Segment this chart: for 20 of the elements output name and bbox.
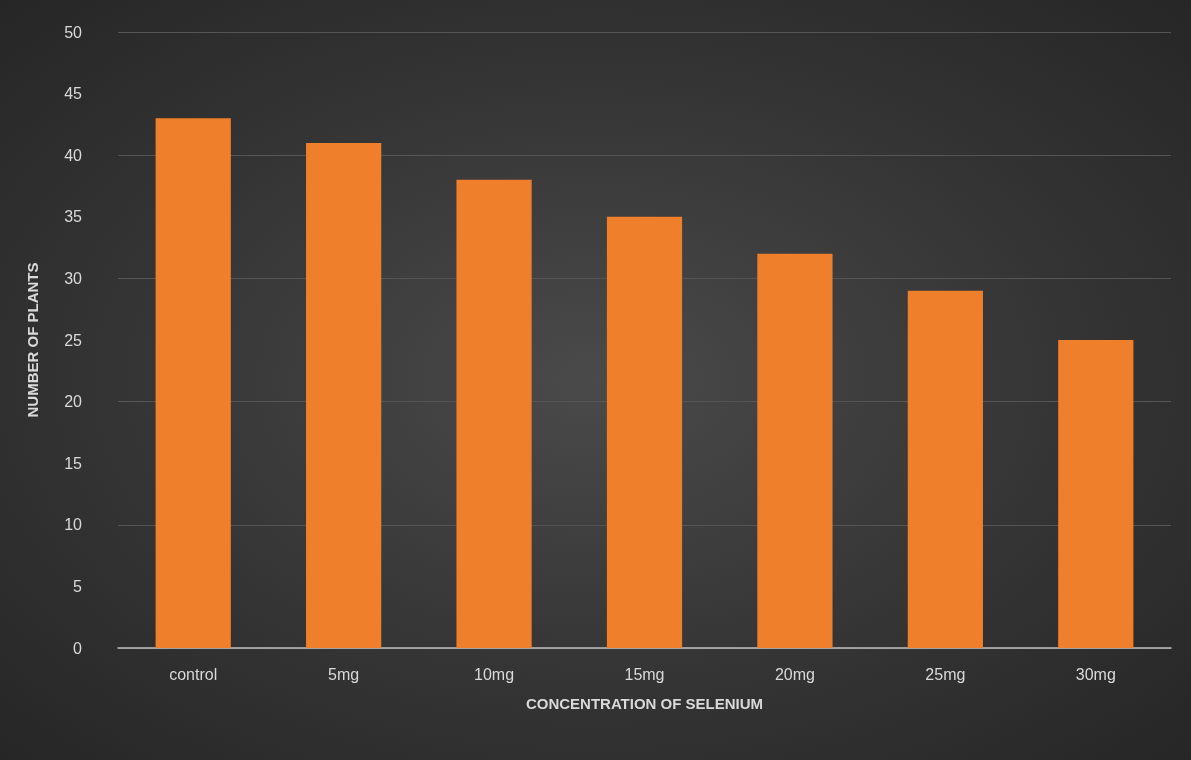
x-tick-label: control <box>169 665 218 683</box>
x-tick-label: 25mg <box>925 665 966 683</box>
x-axis-title: CONCENTRATION OF SELENIUM <box>525 695 764 712</box>
y-tick-label: 5 <box>73 577 83 595</box>
x-tick-label: 20mg <box>774 665 815 683</box>
y-axis-title: NUMBER OF PLANTS <box>24 262 41 418</box>
x-tick-label: 30mg <box>1075 665 1116 683</box>
y-tick-label: 10 <box>64 516 83 534</box>
y-tick-label: 35 <box>64 208 83 226</box>
y-tick-label: 25 <box>64 331 83 349</box>
x-tick-label: 10mg <box>474 665 515 683</box>
y-tick-label: 50 <box>64 23 83 41</box>
y-tick-label: 30 <box>64 269 83 287</box>
y-tick-label: 45 <box>64 85 83 103</box>
x-tick-label: 5mg <box>328 665 360 683</box>
y-tick-label: 15 <box>64 454 83 472</box>
y-tick-label: 40 <box>64 146 83 164</box>
y-tick-label: 0 <box>73 639 83 657</box>
x-tick-label: 15mg <box>624 665 665 683</box>
y-tick-label: 20 <box>64 393 83 411</box>
